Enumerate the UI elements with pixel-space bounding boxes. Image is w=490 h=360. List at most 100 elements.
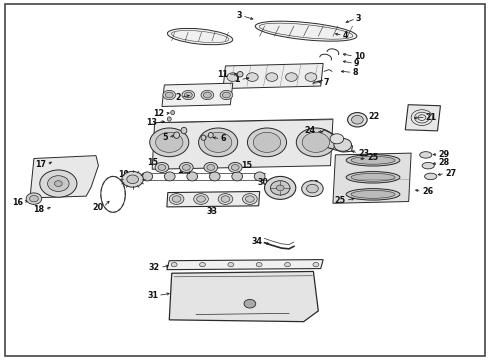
Ellipse shape <box>164 172 175 181</box>
Text: 15: 15 <box>147 158 158 167</box>
Circle shape <box>179 162 193 172</box>
Circle shape <box>227 73 239 81</box>
Polygon shape <box>333 153 411 203</box>
Circle shape <box>351 116 363 124</box>
Text: 34: 34 <box>251 237 263 246</box>
Circle shape <box>246 73 258 81</box>
Text: 25: 25 <box>367 153 378 162</box>
Ellipse shape <box>232 172 243 181</box>
Circle shape <box>40 170 77 197</box>
Text: 19: 19 <box>308 180 319 189</box>
Circle shape <box>256 262 262 267</box>
Ellipse shape <box>181 127 187 134</box>
Text: 27: 27 <box>445 169 457 178</box>
Circle shape <box>171 262 177 267</box>
Ellipse shape <box>351 174 395 181</box>
Polygon shape <box>152 119 333 169</box>
Text: 22: 22 <box>368 112 379 121</box>
Circle shape <box>150 128 189 157</box>
Circle shape <box>221 196 230 202</box>
Circle shape <box>184 92 192 98</box>
Circle shape <box>253 132 281 152</box>
Circle shape <box>201 90 214 100</box>
Text: 11: 11 <box>217 70 228 79</box>
Ellipse shape <box>167 117 171 121</box>
Circle shape <box>207 165 215 170</box>
Circle shape <box>204 162 218 172</box>
Circle shape <box>286 73 297 81</box>
Text: 1: 1 <box>235 75 240 84</box>
Circle shape <box>163 90 175 100</box>
Circle shape <box>228 162 242 172</box>
Circle shape <box>347 113 367 127</box>
Circle shape <box>222 92 230 98</box>
Circle shape <box>169 194 184 204</box>
Ellipse shape <box>346 172 400 183</box>
Circle shape <box>218 194 233 204</box>
Ellipse shape <box>209 172 220 181</box>
Circle shape <box>247 128 287 157</box>
Circle shape <box>194 194 208 204</box>
Circle shape <box>54 181 62 186</box>
Circle shape <box>302 181 323 197</box>
Text: 7: 7 <box>323 78 329 87</box>
Circle shape <box>266 73 278 81</box>
Text: 15: 15 <box>242 161 252 170</box>
Text: 30: 30 <box>257 177 269 186</box>
Ellipse shape <box>187 172 197 181</box>
Text: 9: 9 <box>354 59 360 68</box>
Polygon shape <box>223 63 323 89</box>
Text: 13: 13 <box>146 118 157 127</box>
Ellipse shape <box>171 111 174 115</box>
Circle shape <box>330 134 343 144</box>
Text: 19: 19 <box>118 170 129 179</box>
Circle shape <box>127 175 139 184</box>
Circle shape <box>26 193 42 204</box>
Ellipse shape <box>351 190 395 198</box>
Text: 14: 14 <box>177 166 188 175</box>
Circle shape <box>155 162 169 172</box>
Circle shape <box>48 176 69 192</box>
Circle shape <box>285 262 291 267</box>
Circle shape <box>243 194 257 204</box>
Ellipse shape <box>346 154 400 166</box>
Circle shape <box>158 165 166 170</box>
Polygon shape <box>30 156 98 198</box>
Text: 16: 16 <box>12 198 23 207</box>
Ellipse shape <box>168 28 233 45</box>
Ellipse shape <box>142 172 153 181</box>
Circle shape <box>313 262 319 267</box>
Text: 17: 17 <box>36 161 47 170</box>
Text: 5: 5 <box>162 133 168 142</box>
Circle shape <box>228 262 234 267</box>
Circle shape <box>220 90 233 100</box>
Text: 26: 26 <box>422 187 433 196</box>
Circle shape <box>122 171 144 187</box>
Ellipse shape <box>419 152 432 158</box>
Ellipse shape <box>237 72 243 77</box>
Polygon shape <box>162 83 233 107</box>
Text: 3: 3 <box>237 11 242 20</box>
Ellipse shape <box>254 172 265 181</box>
Text: 29: 29 <box>439 150 450 159</box>
Circle shape <box>270 181 290 195</box>
Circle shape <box>307 184 318 193</box>
Text: 4: 4 <box>343 31 348 40</box>
Circle shape <box>302 132 330 152</box>
Circle shape <box>182 90 195 100</box>
Circle shape <box>231 165 239 170</box>
Ellipse shape <box>255 21 357 41</box>
Circle shape <box>296 128 335 157</box>
Text: 8: 8 <box>352 68 358 77</box>
Ellipse shape <box>208 132 213 138</box>
Text: 31: 31 <box>147 291 158 300</box>
Ellipse shape <box>422 162 434 169</box>
Polygon shape <box>169 271 318 321</box>
Ellipse shape <box>201 135 206 140</box>
Text: 28: 28 <box>439 158 450 167</box>
Polygon shape <box>167 260 323 270</box>
Text: 6: 6 <box>220 134 226 143</box>
Text: 21: 21 <box>426 113 437 122</box>
Circle shape <box>204 132 232 152</box>
Circle shape <box>29 195 38 202</box>
